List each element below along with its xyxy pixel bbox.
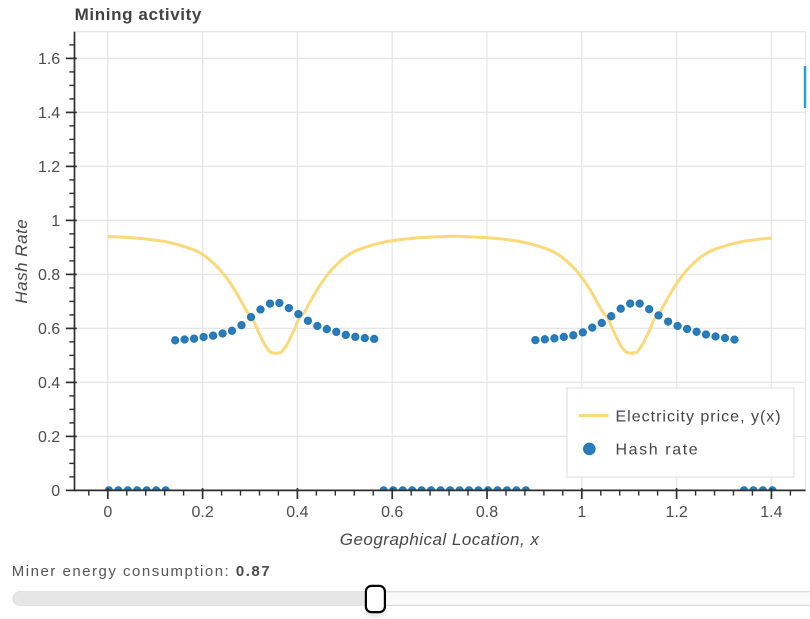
svg-text:1.6: 1.6 — [38, 51, 60, 68]
svg-text:Hash Rate: Hash Rate — [12, 219, 31, 304]
svg-text:Miner energy consumption: 0.87: Miner energy consumption: 0.87 — [12, 563, 271, 580]
svg-text:0.4: 0.4 — [38, 375, 60, 392]
svg-text:1.4: 1.4 — [760, 504, 782, 521]
svg-text:1.2: 1.2 — [665, 504, 687, 521]
svg-text:1: 1 — [577, 504, 586, 521]
svg-text:1.4: 1.4 — [38, 105, 60, 122]
svg-text:0.4: 0.4 — [286, 504, 308, 521]
svg-text:1.2: 1.2 — [38, 159, 60, 176]
svg-text:0.2: 0.2 — [191, 504, 213, 521]
svg-text:Mining activity: Mining activity — [75, 5, 202, 24]
svg-text:Geographical Location, x: Geographical Location, x — [340, 530, 540, 549]
svg-text:0.6: 0.6 — [381, 504, 403, 521]
svg-text:0.8: 0.8 — [38, 267, 60, 284]
svg-text:1: 1 — [51, 213, 60, 230]
svg-text:0.6: 0.6 — [38, 321, 60, 338]
svg-text:0.8: 0.8 — [476, 504, 498, 521]
svg-text:Electricity price, y(x): Electricity price, y(x) — [616, 409, 782, 426]
svg-text:Hash rate: Hash rate — [616, 442, 700, 459]
svg-text:0: 0 — [103, 504, 112, 521]
svg-text:0.2: 0.2 — [38, 429, 60, 446]
svg-text:0: 0 — [51, 483, 60, 500]
